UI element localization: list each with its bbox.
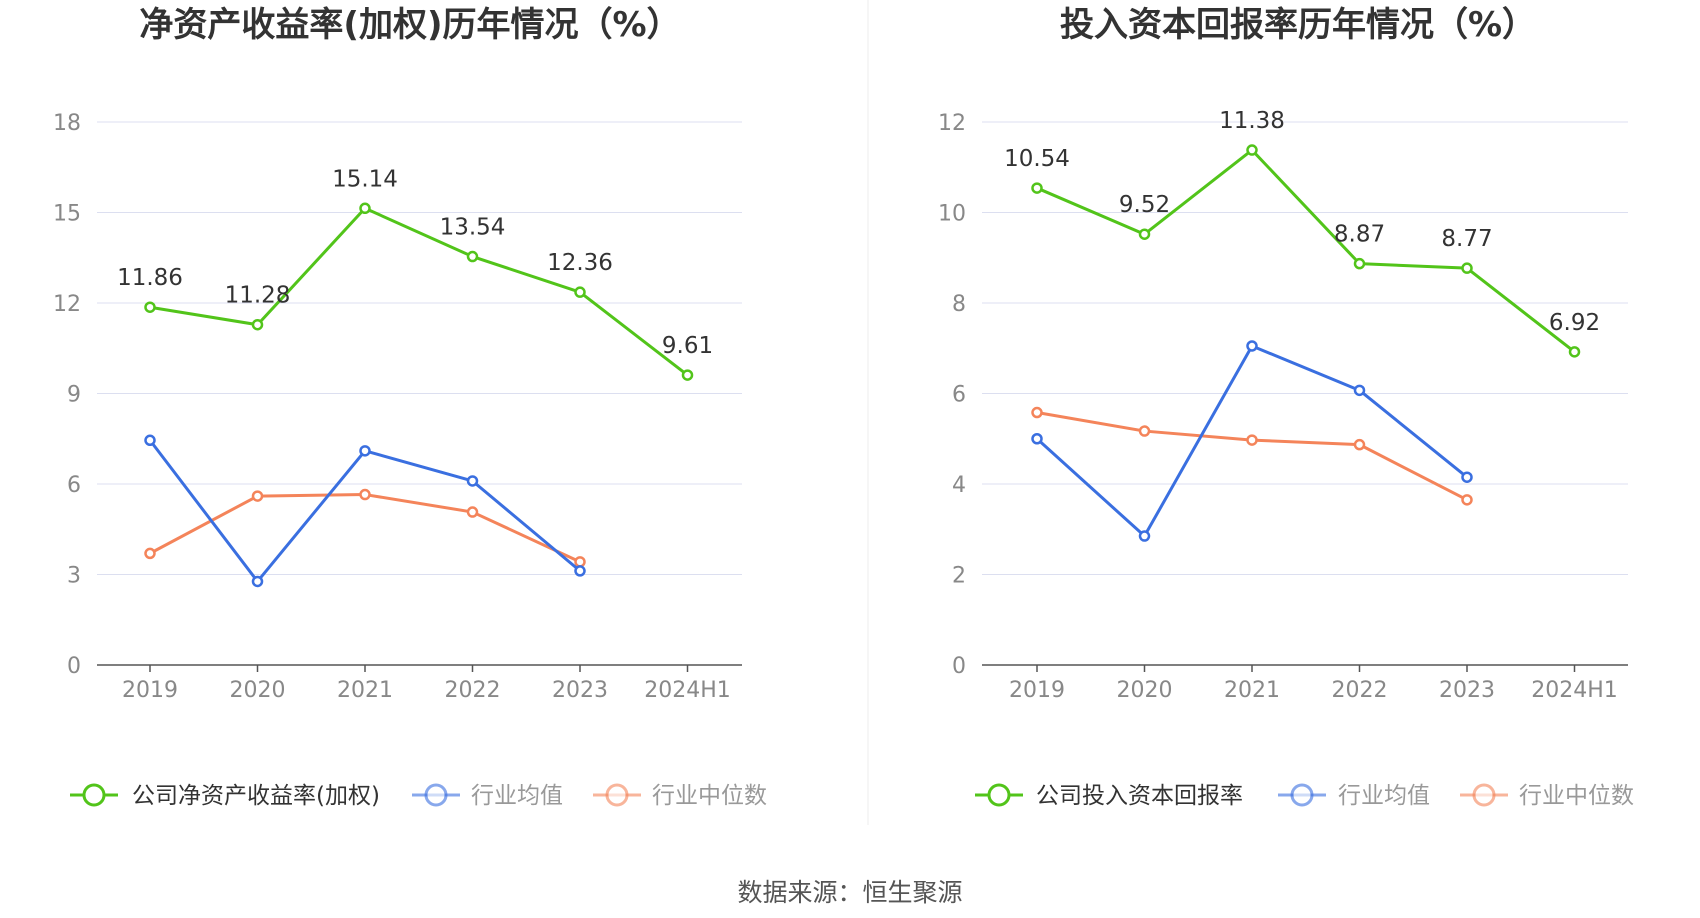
data-point (359, 488, 371, 501)
data-point (1031, 433, 1043, 445)
data-point (466, 475, 479, 487)
y-tick-label: 15 (53, 202, 81, 227)
data-point (1246, 340, 1258, 352)
y-tick-label: 0 (952, 654, 966, 679)
y-tick-label: 18 (53, 111, 81, 136)
y-tick-label: 6 (952, 383, 966, 408)
y-tick-label: 6 (67, 473, 81, 498)
legend-label: 行业均值 (1338, 783, 1430, 809)
y-tick-label: 3 (67, 564, 81, 589)
data-point (1246, 144, 1258, 156)
data-label: 6.92 (1549, 310, 1600, 336)
data-point (144, 547, 156, 560)
legend-marker-circle (1472, 783, 1496, 807)
x-tick-label: 2019 (1009, 678, 1065, 703)
x-tick-label: 2019 (122, 678, 178, 703)
data-label: 9.61 (662, 333, 713, 359)
data-point (144, 434, 156, 447)
data-point (359, 445, 371, 457)
y-tick-label: 2 (952, 564, 966, 589)
data-label: 8.87 (1334, 222, 1385, 248)
data-label: 11.38 (1219, 108, 1285, 134)
data-point (574, 565, 586, 577)
x-tick-label: 2024H1 (1531, 678, 1618, 703)
legend-marker-circle (987, 783, 1011, 807)
data-point (251, 318, 264, 331)
legend-marker-circle (82, 783, 106, 807)
x-tick-label: 2020 (1117, 678, 1173, 703)
chart-title: 投入资本回报率历年情况（%） (1060, 5, 1536, 45)
legend-label: 公司投入资本回报率 (1036, 783, 1243, 809)
roic-chart-panel: 投入资本回报率历年情况（%） 0 2 4 6 8 10 12 2019 2020 2021 2022 2… (938, 5, 1634, 809)
data-point (1461, 262, 1473, 274)
y-tick-label: 0 (67, 654, 81, 679)
data-point (1353, 438, 1366, 451)
chart-title: 净资产收益率(加权)历年情况（%） (139, 5, 680, 45)
data-label: 8.77 (1441, 226, 1492, 252)
data-label: 15.14 (332, 166, 398, 192)
x-tick-label: 2020 (230, 678, 286, 703)
legend-label: 行业均值 (471, 783, 563, 809)
data-point (251, 490, 264, 502)
x-tick-label: 2024H1 (644, 678, 731, 703)
x-tick-label: 2022 (1332, 678, 1388, 703)
data-point (574, 286, 586, 298)
x-tick-label: 2021 (337, 678, 393, 703)
legend-marker-circle (424, 783, 448, 807)
data-label: 12.36 (547, 250, 613, 276)
data-point (1461, 494, 1473, 506)
x-tick-label: 2023 (552, 678, 608, 703)
y-tick-label: 12 (938, 111, 966, 136)
data-point (359, 202, 371, 215)
data-point (251, 575, 264, 588)
data-point (1031, 182, 1043, 194)
y-tick-label: 10 (938, 202, 966, 227)
legend-marker-circle (1290, 783, 1314, 807)
data-point (1461, 471, 1473, 483)
x-tick-label: 2022 (445, 678, 501, 703)
data-point (1353, 257, 1366, 270)
data-point (681, 369, 694, 381)
data-label: 11.28 (225, 283, 291, 309)
series-line (149, 493, 581, 564)
data-point (1353, 384, 1366, 397)
legend-marker-circle (605, 783, 629, 807)
series-line (149, 206, 689, 377)
roe-chart-panel: 净资产收益率(加权)历年情况（%） 0 3 6 9 12 15 18 2019 2020 2021 2… (53, 5, 767, 809)
legend-label: 公司净资产收益率(加权) (132, 783, 380, 809)
data-label: 13.54 (440, 215, 506, 241)
legend-label: 行业中位数 (1519, 783, 1634, 809)
data-point (144, 301, 156, 313)
legend-label: 行业中位数 (652, 783, 767, 809)
data-point (1031, 406, 1043, 419)
data-point (466, 250, 479, 263)
series-line (148, 439, 581, 583)
data-point (1568, 346, 1581, 358)
data-point (574, 556, 586, 568)
data-point (1138, 425, 1151, 437)
data-label: 10.54 (1004, 146, 1070, 172)
y-tick-label: 12 (53, 292, 81, 317)
data-source-text: 数据来源：恒生聚源 (737, 878, 962, 907)
data-label: 11.86 (117, 265, 183, 291)
data-point (1246, 434, 1258, 446)
data-point (1138, 228, 1151, 240)
x-tick-label: 2023 (1439, 678, 1495, 703)
x-tick-label: 2021 (1224, 678, 1280, 703)
series-line (1036, 148, 1576, 354)
y-tick-label: 4 (952, 473, 966, 498)
data-point (466, 506, 479, 518)
y-tick-label: 8 (952, 292, 966, 317)
data-label: 9.52 (1119, 192, 1170, 218)
data-point (1138, 530, 1151, 542)
y-tick-label: 9 (67, 383, 81, 408)
